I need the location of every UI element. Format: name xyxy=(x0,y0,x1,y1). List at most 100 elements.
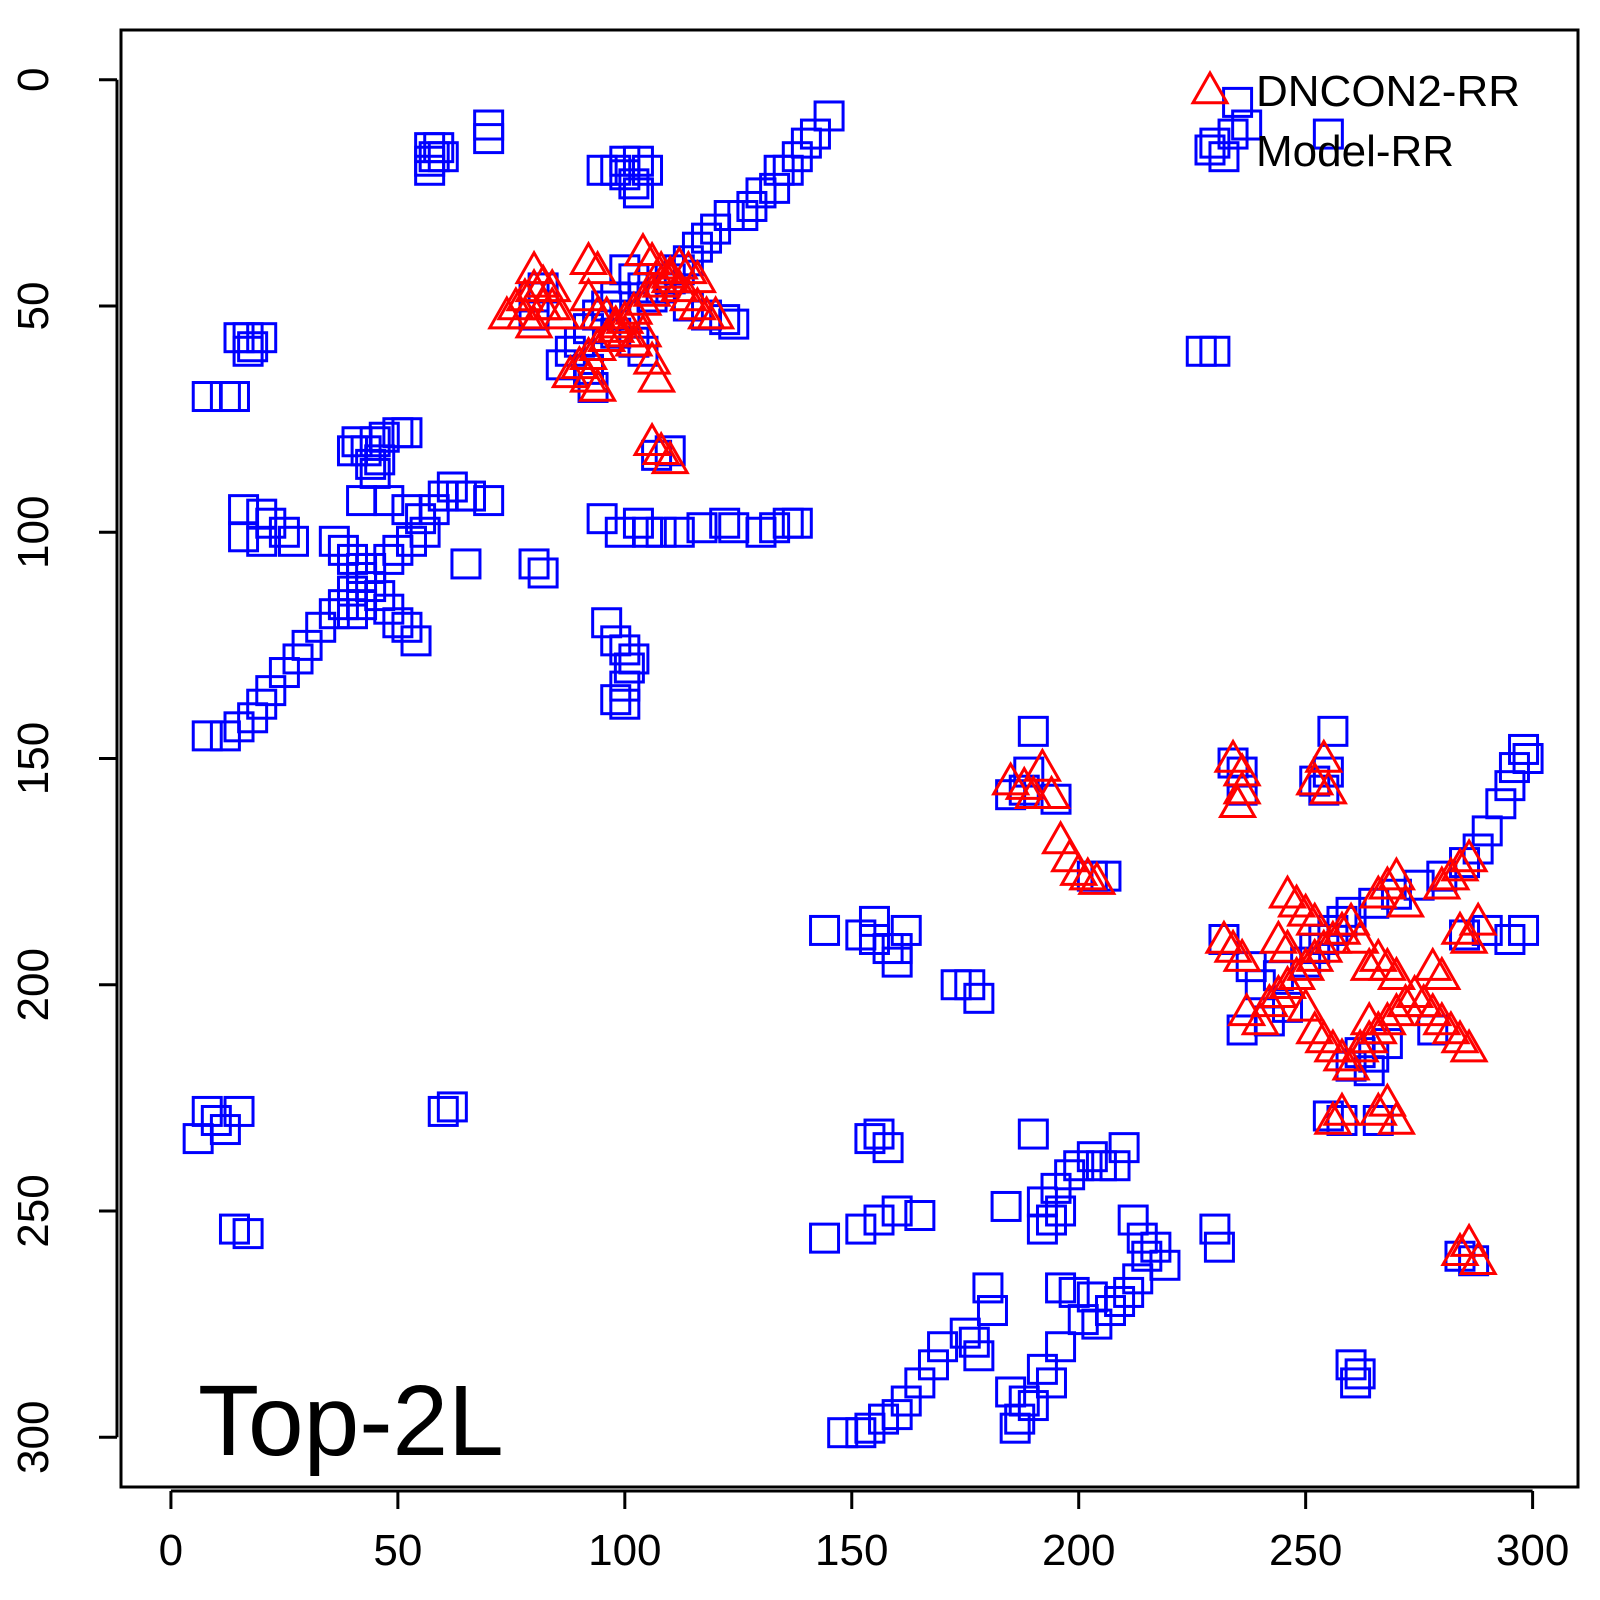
model-rr-point xyxy=(609,254,641,286)
dncon2-rr-point xyxy=(496,285,536,321)
model-rr-point xyxy=(436,1091,468,1123)
model-rr-point xyxy=(927,1331,959,1363)
model-rr-point xyxy=(890,914,922,946)
dncon2-rr-point xyxy=(568,276,609,312)
dncon2-rr-point xyxy=(1059,851,1099,886)
model-rr-point xyxy=(1076,1141,1108,1173)
dncon2-rr-point xyxy=(696,295,736,330)
model-rr-point xyxy=(1017,1118,1049,1150)
model-rr-point xyxy=(346,552,378,584)
model-rr-point xyxy=(191,1095,223,1127)
y-tick-label: 250 xyxy=(9,1174,58,1247)
model-rr-point xyxy=(618,643,650,675)
model-rr-point xyxy=(382,607,414,639)
dncon2-rr-point xyxy=(505,295,545,330)
y-axis: 0 50 100 150 200 250 300 xyxy=(9,68,119,1474)
model-rr-point xyxy=(473,123,505,155)
model-rr-point xyxy=(359,426,391,458)
model-rr-point xyxy=(182,1123,214,1155)
dncon2-rr-point xyxy=(1367,1082,1407,1117)
x-axis: 0 50 100 150 200 250 300 xyxy=(159,1489,1569,1575)
model-rr-point xyxy=(1471,815,1503,847)
model-rr-point xyxy=(963,1340,995,1372)
model-rr-point xyxy=(1099,1150,1131,1182)
dncon2-rr-point xyxy=(1385,883,1426,918)
model-rr-point xyxy=(845,1213,877,1245)
model-rr-point xyxy=(622,145,654,177)
model-rr-point xyxy=(799,118,831,150)
model-rr-point xyxy=(1512,743,1544,774)
model-rr-point xyxy=(1312,118,1344,150)
model-rr-point xyxy=(863,1204,895,1236)
x-tick-label: 0 xyxy=(159,1526,183,1575)
model-rr-point xyxy=(237,331,269,363)
model-rr-point xyxy=(600,684,632,716)
model-rr-point xyxy=(1026,1213,1058,1245)
dncon2-rr-point xyxy=(1422,1000,1462,1036)
legend-triangle-icon xyxy=(1190,69,1230,105)
y-tick-label: 0 xyxy=(9,68,58,92)
dncon2-rr-point xyxy=(514,304,554,339)
dncon2-rr-point xyxy=(1458,1240,1498,1276)
model-rr-point xyxy=(527,557,559,589)
model-rr-point xyxy=(423,132,455,164)
dncon2-rr-point xyxy=(1349,1000,1389,1036)
dncon2-rr-point xyxy=(1440,1019,1480,1054)
model-rr-point xyxy=(336,543,368,575)
model-rr-point xyxy=(209,381,241,413)
model-rr-point xyxy=(622,177,654,209)
dncon2-rr-point xyxy=(1431,856,1471,891)
model-rr-point xyxy=(1067,1304,1099,1336)
dncon2-rr-point xyxy=(1222,770,1262,805)
model-rr-point xyxy=(709,507,741,539)
model-rr-point xyxy=(1344,1358,1376,1390)
dncon2-rr-point xyxy=(1213,928,1253,963)
model-rr-point xyxy=(999,1412,1031,1444)
model-rr-point xyxy=(445,480,477,512)
model-rr-point xyxy=(1485,788,1517,820)
dncon2-rr-point xyxy=(1204,919,1244,954)
model-rr-point xyxy=(881,1195,913,1227)
dncon2-rr-point xyxy=(1376,991,1417,1027)
y-tick-label: 200 xyxy=(9,948,58,1021)
model-rr-point xyxy=(963,982,995,1014)
dncon2-rr-point xyxy=(1050,838,1090,873)
dncon2-rr-point xyxy=(1295,901,1335,936)
dncon2-rr-point xyxy=(1367,946,1407,981)
model-rr-point xyxy=(1226,1014,1258,1046)
model-rr-point xyxy=(1508,914,1540,946)
dncon2-rr-point xyxy=(1217,783,1258,818)
model-rr-point xyxy=(382,534,414,566)
dncon2-rr-point xyxy=(1422,955,1462,990)
dncon2-rr-point xyxy=(568,240,609,276)
dncon2-rr-point xyxy=(1358,1009,1398,1045)
model-rr-point xyxy=(781,507,813,539)
model-rr-point xyxy=(218,381,250,413)
dncon2-rr-point xyxy=(1295,1009,1335,1045)
model-rr-point xyxy=(191,381,223,413)
x-tick-label: 200 xyxy=(1042,1526,1115,1575)
dncon2-rr-point xyxy=(1449,1028,1489,1063)
dncon2-rr-point xyxy=(1340,1028,1380,1063)
dncon2-rr-point xyxy=(532,285,572,321)
dncon2-rr-point xyxy=(550,353,590,389)
model-rr-point xyxy=(1217,118,1249,150)
legend-label: Model-RR xyxy=(1256,127,1454,176)
dncon2-rr-point xyxy=(1286,987,1326,1022)
dncon2-rr-point xyxy=(1304,1019,1344,1054)
dncon2-rr-point xyxy=(568,358,609,393)
dncon2-rr-point xyxy=(1277,883,1317,918)
dncon2-rr-point xyxy=(1358,1091,1398,1126)
model-rr-point xyxy=(355,571,387,603)
model-rr-point xyxy=(1054,1159,1086,1191)
model-rr-point xyxy=(1045,1331,1077,1363)
model-rr-point xyxy=(436,471,468,503)
dncon2-rr-point xyxy=(623,231,663,266)
dncon2-rr-point xyxy=(532,267,572,303)
dncon2-rr-point xyxy=(1249,982,1289,1018)
dncon2-rr-point xyxy=(668,276,708,312)
dncon2-rr-point xyxy=(541,295,581,330)
dncon2-rr-point xyxy=(1449,838,1489,873)
model-rr-point xyxy=(622,507,654,539)
